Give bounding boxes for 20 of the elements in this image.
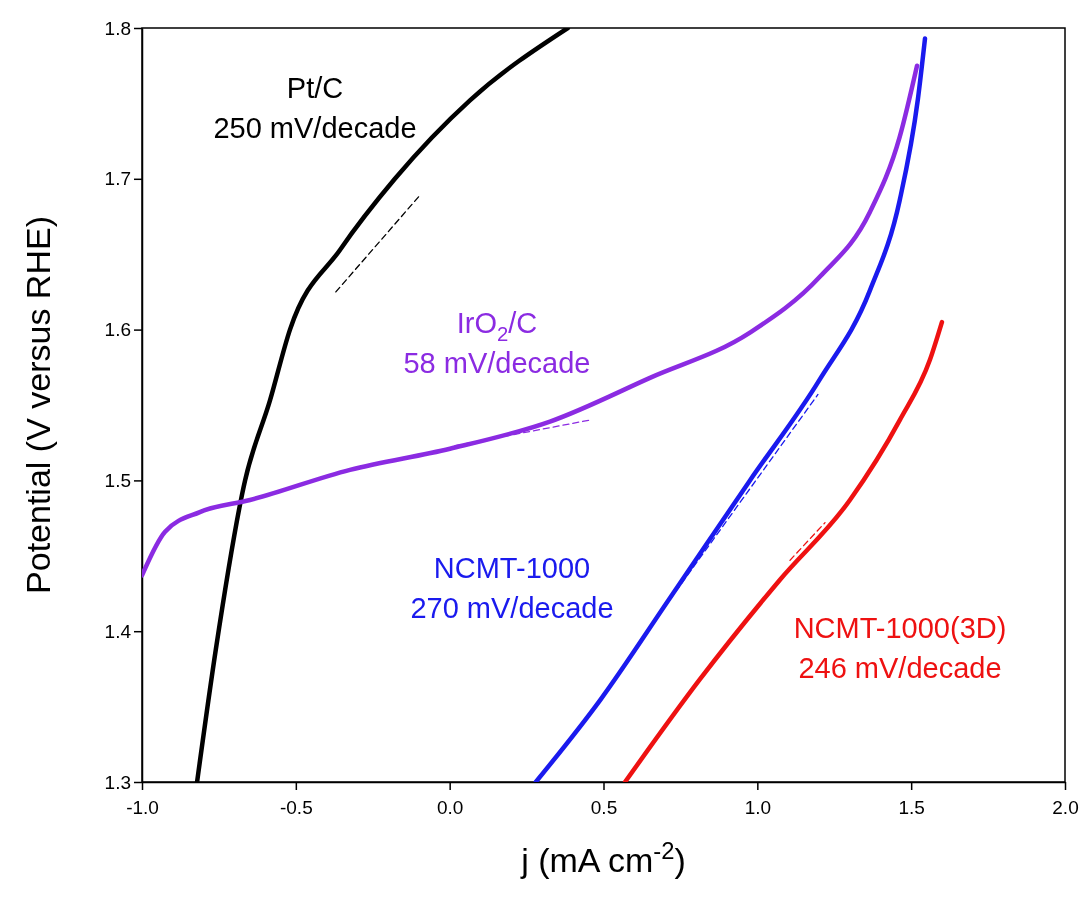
x-tick-label: 2.0 [1052, 796, 1079, 818]
x-tick-label: 0.5 [590, 796, 618, 818]
line-series [142, 63, 920, 578]
x-tick-label: 1.0 [744, 796, 772, 818]
y-tick-label: 1.8 [104, 17, 131, 39]
y-axis-title: Potential (V versus RHE) [19, 216, 57, 594]
x-tick-label: 1.5 [898, 796, 925, 818]
x-axis-title: j (mA cm$^{-2}$) [520, 836, 686, 879]
y-tick-label: 1.7 [104, 168, 131, 190]
y-tick-label: 1.6 [104, 319, 131, 341]
annotation: IrO$_{2}$/C 58 mV/decade [403, 306, 591, 379]
annotation: Pt/C 250 mV/decade [213, 71, 417, 144]
annotation: NCMT-1000 270 mV/decade [410, 551, 614, 624]
y-tick-label: 1.5 [104, 469, 131, 491]
x-tick-label: -1.0 [126, 796, 159, 818]
x-tick-label: 0.0 [436, 796, 464, 818]
y-tick-label: 1.3 [104, 771, 131, 793]
y-tick-label: 1.4 [104, 620, 132, 642]
x-tick-label: -0.5 [279, 796, 313, 818]
annotation: NCMT-1000(3D) 246 mV/decade [793, 611, 1007, 684]
